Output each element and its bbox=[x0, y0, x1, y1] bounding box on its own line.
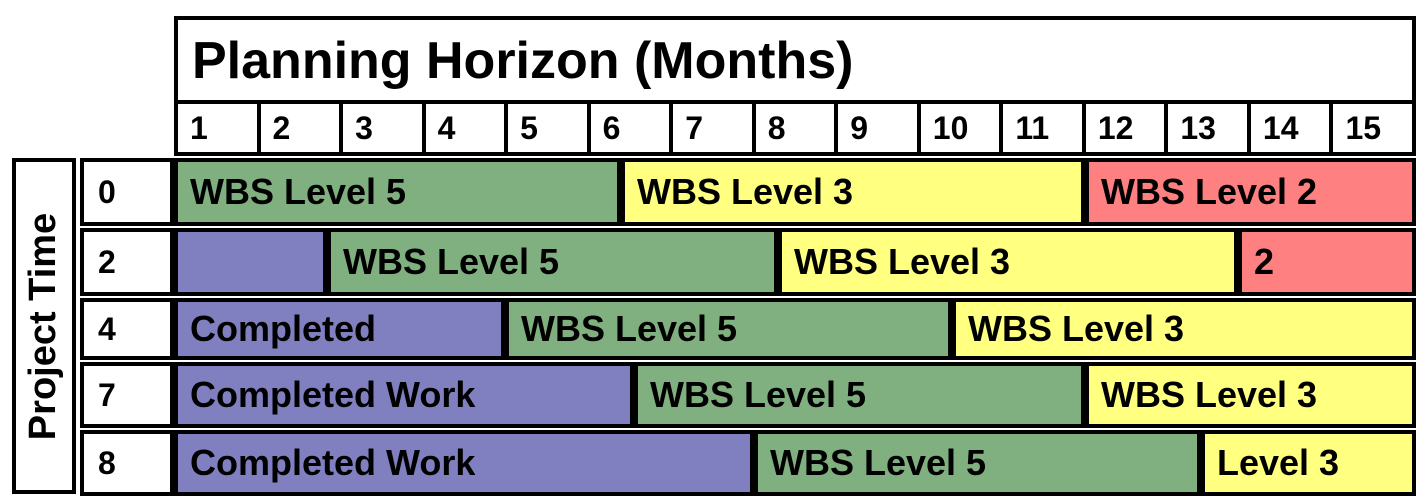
segment-level3: WBS Level 3 bbox=[1085, 362, 1416, 428]
axis-label: Project Time bbox=[22, 212, 65, 440]
row-label: 4 bbox=[80, 298, 174, 360]
month-cell: 14 bbox=[1251, 104, 1334, 152]
month-header-row: 1 2 3 4 5 6 7 8 9 10 11 12 13 14 15 bbox=[174, 100, 1416, 156]
month-cell: 11 bbox=[1003, 104, 1086, 152]
month-cell: 7 bbox=[673, 104, 756, 152]
month-cell: 1 bbox=[178, 104, 261, 152]
month-cell: 6 bbox=[591, 104, 674, 152]
segment-level3: WBS Level 3 bbox=[952, 298, 1416, 360]
segment-completed bbox=[174, 228, 327, 296]
row-label: 0 bbox=[80, 158, 174, 226]
segment-level3: WBS Level 3 bbox=[621, 158, 1085, 226]
segment-completed: Completed bbox=[174, 298, 505, 360]
month-cell: 8 bbox=[756, 104, 839, 152]
month-cell: 15 bbox=[1345, 109, 1382, 146]
row-label: 2 bbox=[80, 228, 174, 296]
segment-level5: WBS Level 5 bbox=[327, 228, 778, 296]
month-cell: 2 bbox=[261, 104, 344, 152]
segment-level5: WBS Level 5 bbox=[505, 298, 952, 360]
month-cell: 3 bbox=[343, 104, 426, 152]
month-cell: 10 bbox=[921, 104, 1004, 152]
segment-completed: Completed Work bbox=[174, 430, 754, 496]
segment-level2: 2 bbox=[1238, 228, 1416, 296]
segment-level5: WBS Level 5 bbox=[174, 158, 621, 226]
row-label: 7 bbox=[80, 362, 174, 428]
segment-completed: Completed Work bbox=[174, 362, 634, 428]
row-label: 8 bbox=[80, 430, 174, 496]
month-cell: 13 bbox=[1168, 104, 1251, 152]
segment-level5: WBS Level 5 bbox=[754, 430, 1201, 496]
segment-level3: WBS Level 3 bbox=[778, 228, 1238, 296]
month-cell: 5 bbox=[508, 104, 591, 152]
month-cell: 12 bbox=[1086, 104, 1169, 152]
segment-level3: Level 3 bbox=[1201, 430, 1416, 496]
month-cell: 4 bbox=[426, 104, 509, 152]
segment-level5: WBS Level 5 bbox=[634, 362, 1085, 428]
segment-level2: WBS Level 2 bbox=[1085, 158, 1416, 226]
chart-title: Planning Horizon (Months) bbox=[174, 16, 1416, 102]
project-time-axis: Project Time bbox=[12, 158, 76, 494]
month-cell: 9 bbox=[838, 104, 921, 152]
